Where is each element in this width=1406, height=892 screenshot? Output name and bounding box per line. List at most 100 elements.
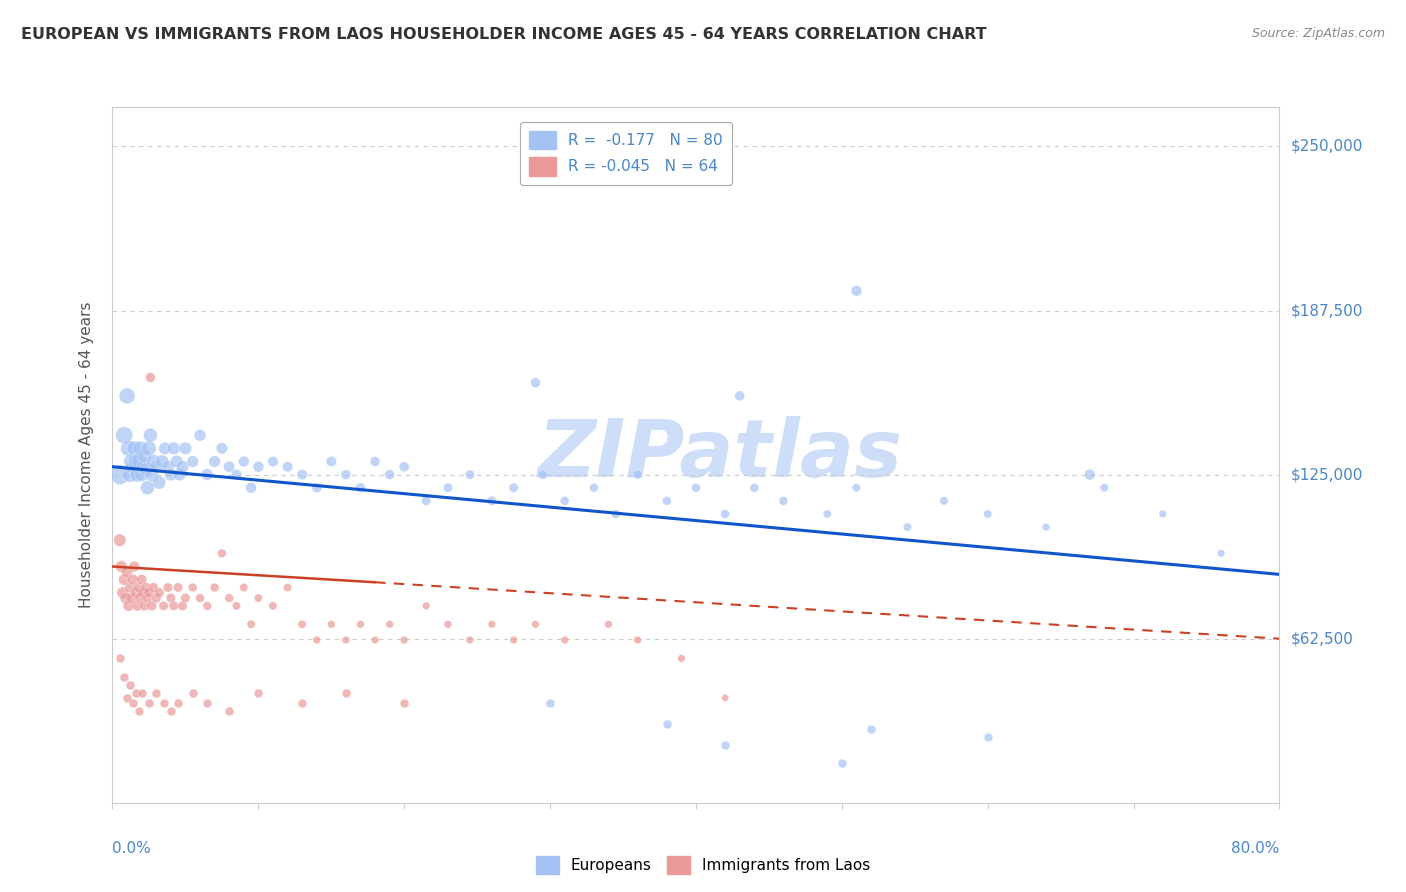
Point [932, 494, 955, 508]
Point [117, 599, 139, 613]
Point [160, 704, 183, 718]
Text: 80.0%: 80.0% [1232, 841, 1279, 856]
Point [728, 389, 751, 403]
Point [554, 633, 576, 648]
Point [112, 428, 135, 442]
Point [174, 442, 197, 456]
Point [378, 467, 401, 482]
Point [218, 704, 240, 718]
Point [120, 454, 142, 468]
Point [125, 685, 148, 699]
Point [122, 696, 145, 710]
Point [125, 586, 148, 600]
Point [112, 670, 135, 684]
Point [392, 459, 416, 474]
Point [218, 459, 240, 474]
Point [150, 454, 173, 468]
Point [138, 696, 160, 710]
Point [172, 459, 194, 474]
Point [349, 617, 371, 632]
Point [204, 454, 226, 468]
Point [110, 559, 132, 574]
Point [305, 633, 328, 648]
Point [247, 459, 270, 474]
Point [291, 467, 314, 482]
Point [211, 546, 233, 560]
Point [291, 696, 314, 710]
Point [115, 389, 138, 403]
Point [166, 454, 188, 468]
Point [524, 376, 547, 390]
Point [160, 467, 183, 482]
Point [437, 617, 460, 632]
Point [142, 581, 165, 595]
Point [240, 481, 263, 495]
Point [349, 481, 371, 495]
Point [232, 454, 254, 468]
Point [321, 454, 343, 468]
Point [117, 442, 139, 456]
Point [195, 467, 218, 482]
Point [136, 481, 159, 495]
Point [415, 494, 437, 508]
Point [152, 599, 174, 613]
Point [1035, 520, 1057, 534]
Legend: R =  -0.177   N = 80, R = -0.045   N = 64: R = -0.177 N = 80, R = -0.045 N = 64 [520, 121, 733, 185]
Point [772, 494, 794, 508]
Point [598, 617, 620, 632]
Point [247, 685, 270, 699]
Point [195, 696, 218, 710]
Point [685, 481, 707, 495]
Point [122, 459, 145, 474]
Point [335, 633, 357, 648]
Point [845, 481, 868, 495]
Point [211, 442, 233, 456]
Point [247, 591, 270, 605]
Point [169, 467, 191, 482]
Point [232, 581, 254, 595]
Point [554, 494, 576, 508]
Point [582, 481, 605, 495]
Point [437, 481, 460, 495]
Point [181, 454, 204, 468]
Point [167, 581, 190, 595]
Point [655, 494, 678, 508]
Text: $250,000: $250,000 [1291, 139, 1362, 154]
Point [131, 685, 153, 699]
Point [458, 467, 481, 482]
Point [124, 442, 146, 456]
Point [141, 599, 163, 613]
Point [167, 696, 190, 710]
Point [655, 717, 678, 731]
Point [139, 428, 162, 442]
Point [128, 454, 150, 468]
Point [626, 633, 648, 648]
Point [127, 467, 149, 482]
Point [626, 467, 648, 482]
Point [218, 591, 240, 605]
Point [181, 581, 204, 595]
Point [1209, 546, 1232, 560]
Point [262, 454, 284, 468]
Point [128, 704, 150, 718]
Point [136, 591, 159, 605]
Point [502, 633, 524, 648]
Point [118, 467, 141, 482]
Point [671, 651, 693, 665]
Point [108, 533, 131, 548]
Point [115, 690, 138, 705]
Point [392, 696, 416, 710]
Point [131, 467, 153, 482]
Point [172, 599, 194, 613]
Point [240, 617, 263, 632]
Point [134, 449, 156, 463]
Point [125, 454, 148, 468]
Point [112, 573, 135, 587]
Text: $187,500: $187,500 [1291, 303, 1362, 318]
Point [276, 581, 298, 595]
Point [502, 481, 524, 495]
Point [138, 586, 160, 600]
Point [188, 428, 211, 442]
Point [132, 459, 155, 474]
Point [163, 599, 186, 613]
